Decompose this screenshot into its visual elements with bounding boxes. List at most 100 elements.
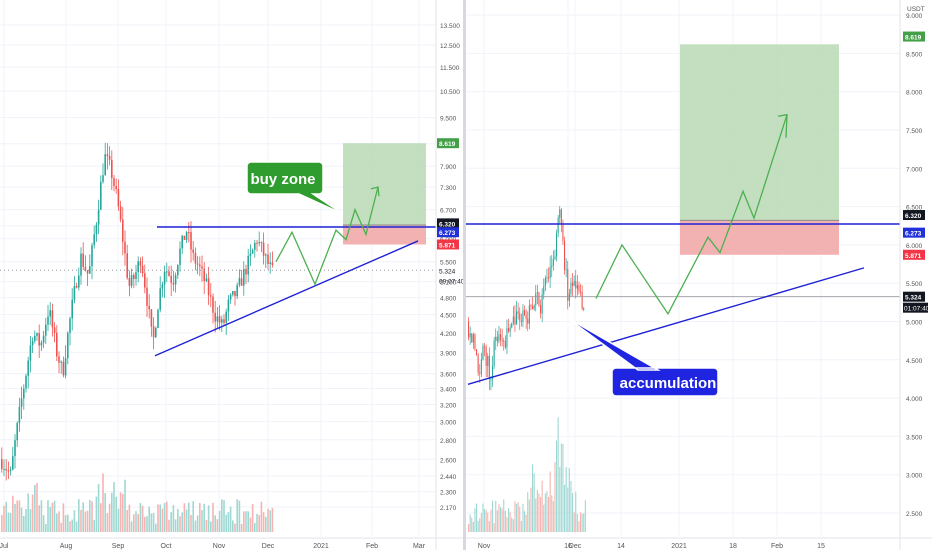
entry-price-tag-bg (903, 210, 925, 221)
resistance-price-tag: 6.273 (439, 230, 456, 237)
candle-body (49, 310, 51, 317)
price-tick-label: 12.500 (440, 43, 460, 50)
candle-body (504, 341, 506, 348)
candle-body (559, 209, 561, 218)
candle-body (517, 311, 519, 314)
price-tick-label: 8.500 (906, 51, 923, 58)
candle-body (485, 347, 487, 366)
pane-divider[interactable] (463, 0, 466, 550)
candle-body (528, 305, 530, 324)
candle-body (181, 235, 183, 249)
volume-bar (95, 496, 98, 532)
volume-bar (536, 489, 538, 532)
candle-body (469, 333, 471, 338)
target-price-tag: 8.619 (905, 35, 922, 42)
candle-body (133, 274, 135, 280)
right-chart[interactable]: accumulation USDT 2.500 3.000 3.500 4.000 4.50… (466, 0, 932, 550)
target-zone (680, 44, 839, 221)
right-chart-svg[interactable]: accumulation USDT 2.500 3.000 3.500 4.000 4.50… (466, 0, 932, 550)
candle-body (576, 285, 578, 289)
candle-body (51, 310, 54, 328)
volume-bar (500, 506, 502, 532)
price-tick-label: 5.500 (906, 281, 923, 288)
volume-bar (267, 508, 269, 532)
volume-bar (485, 510, 487, 532)
candle-body (161, 284, 164, 289)
volume-bar (578, 521, 580, 532)
volume-bar (58, 511, 60, 532)
volume-bar (115, 496, 117, 532)
volume-bar (492, 500, 494, 532)
volume-bar (269, 510, 271, 532)
price-tick-label: 3.900 (440, 350, 457, 357)
candle-body (113, 178, 115, 186)
candle-body (25, 375, 27, 389)
candle-body (495, 336, 497, 341)
price-tick-label: 5.100 (440, 280, 457, 287)
volume-bar (91, 501, 93, 532)
price-tick-label: 6.500 (906, 205, 923, 212)
volume-bar (548, 496, 550, 532)
candle-body (201, 266, 203, 269)
stop-price-tag-bg (437, 239, 459, 250)
volume-bar (203, 503, 205, 532)
candle-body (500, 334, 502, 340)
price-tick-label: 4.500 (440, 313, 457, 320)
volume-bar (126, 509, 128, 532)
volume-bar (227, 512, 230, 532)
volume-bar (196, 515, 199, 532)
candle-body (525, 314, 527, 319)
volume-bar (498, 504, 500, 532)
candle-body (82, 253, 84, 267)
candle-body (45, 324, 47, 336)
candle-body (527, 318, 529, 324)
volume-bar (254, 522, 256, 532)
time-tick-label: Dec (262, 543, 275, 550)
candle-body (479, 372, 481, 374)
volume-bar (225, 514, 227, 532)
candle-body (38, 333, 40, 346)
candle-body (468, 321, 470, 338)
projection-path (275, 186, 379, 286)
candle-body (166, 271, 168, 273)
price-tick-label: 2.800 (440, 438, 457, 445)
volume-bar (216, 519, 219, 532)
volume-bar (194, 520, 197, 532)
candle-body (42, 335, 45, 343)
candle-body (516, 311, 518, 325)
volume-bar (128, 504, 131, 532)
volume-bar (562, 443, 564, 532)
left-chart-svg[interactable]: buy zone 2.170 2.300 2.440 2.600 2.800 3.000 3.… (0, 0, 463, 550)
time-tick-label: 18 (729, 543, 737, 550)
volume-bar (207, 505, 210, 532)
candle-body (73, 285, 76, 300)
time-tick-label: Nov (478, 543, 491, 550)
candle-body (227, 299, 230, 312)
volume-bar (568, 468, 570, 532)
volume-bar (238, 500, 241, 532)
volume-bar (576, 513, 578, 532)
candle-body (78, 275, 80, 288)
candle-body (472, 334, 474, 343)
projection-arrowhead (370, 186, 380, 197)
volume-bar (519, 506, 521, 532)
volume-bar (210, 521, 212, 532)
candle-body (188, 232, 190, 234)
volume-bar (34, 485, 36, 532)
volume-bar (47, 500, 49, 532)
price-tick-label: 2.300 (440, 490, 457, 497)
candle-body (148, 305, 150, 310)
volume-bar (148, 506, 150, 532)
candle-body (254, 242, 256, 250)
candle-body (512, 316, 514, 324)
candle-body (34, 335, 36, 341)
candle-body (223, 319, 225, 323)
candle-body (501, 339, 503, 341)
volume-bar (71, 519, 73, 532)
candle-body (14, 440, 16, 457)
volume-bar (243, 511, 245, 532)
volume-bar (532, 464, 534, 532)
volume-bar (5, 501, 7, 532)
left-chart[interactable]: buy zone 2.170 2.300 2.440 2.600 2.800 3.000 3.… (0, 0, 463, 550)
accumulation-label: accumulation (620, 375, 717, 392)
